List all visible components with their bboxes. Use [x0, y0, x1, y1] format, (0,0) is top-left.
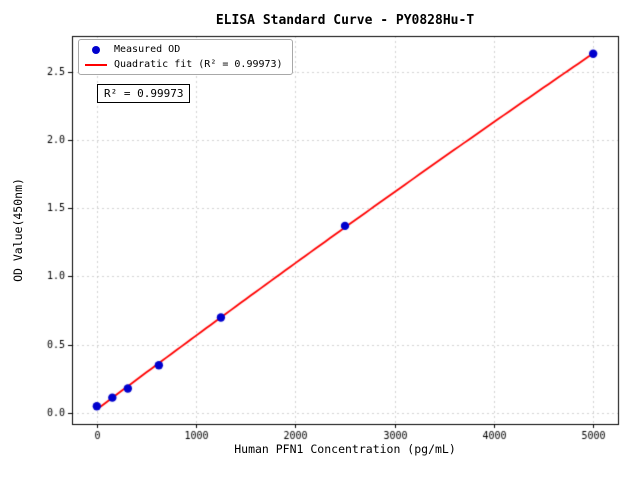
legend-marker-area — [84, 45, 108, 54]
legend-label-quadratic-fit: Quadratic fit (R² = 0.99973) — [114, 59, 283, 70]
chart-title: ELISA Standard Curve - PY0828Hu-T — [215, 13, 475, 28]
legend: Measured OD Quadratic fit (R² = 0.99973) — [78, 39, 293, 75]
legend-label-measured-od: Measured OD — [114, 44, 181, 55]
y-axis-label: OD Value(450nm) — [11, 178, 25, 282]
r-squared-annotation: R² = 0.99973 — [97, 84, 191, 103]
x-axis-label: Human PFN1 Concentration (pg/mL) — [234, 442, 456, 456]
legend-item-quadratic-fit: Quadratic fit (R² = 0.99973) — [84, 59, 283, 70]
scatter-dot-marker-icon — [92, 45, 100, 54]
legend-item-measured-od: Measured OD — [84, 44, 283, 55]
legend-marker-area — [84, 63, 108, 66]
fit-line-marker-icon — [85, 63, 107, 66]
